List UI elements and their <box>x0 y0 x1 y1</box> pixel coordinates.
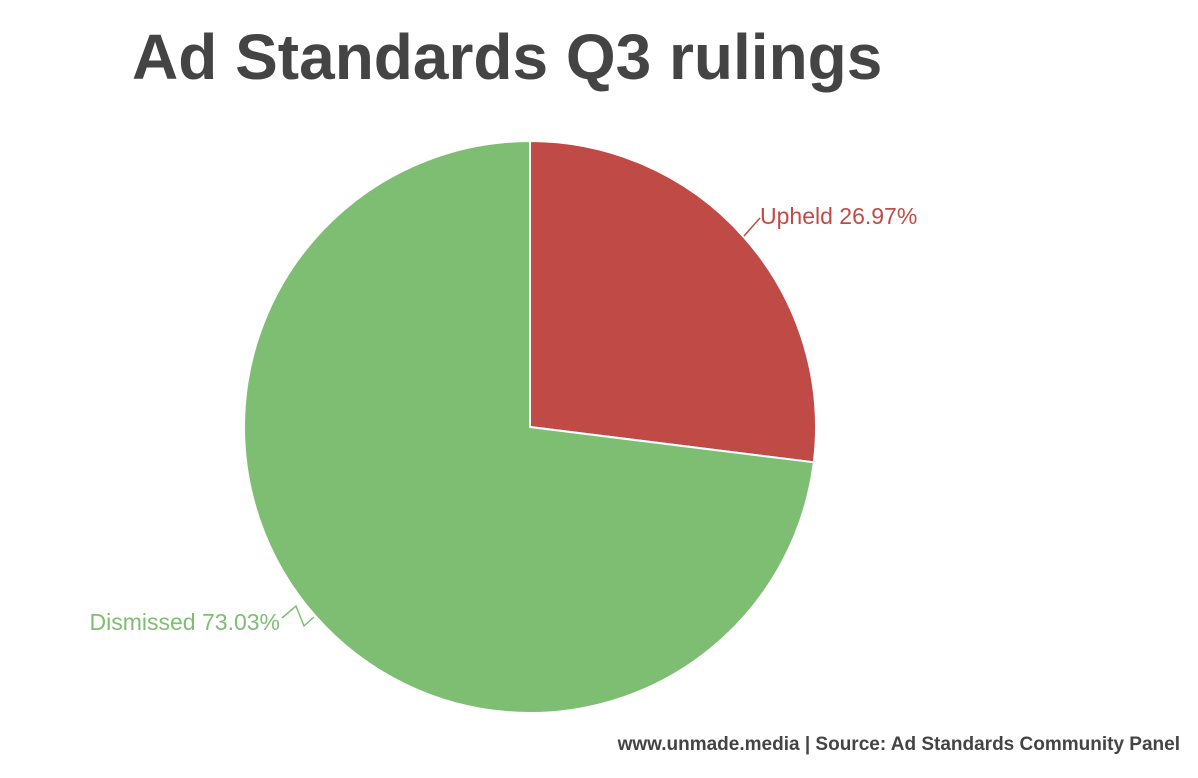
pie-labels: Upheld 26.97% Dismissed 73.03% <box>90 203 918 635</box>
leader-line-upheld <box>743 217 761 237</box>
source-credit: www.unmade.media | Source: Ad Standards … <box>617 734 1180 755</box>
slice-label-upheld: Upheld 26.97% <box>760 203 917 229</box>
pie-slice-upheld <box>529 140 817 464</box>
slice-label-dismissed: Dismissed 73.03% <box>90 609 280 635</box>
leader-line-dismissed <box>281 604 315 628</box>
chart-title: Ad Standards Q3 rulings <box>132 21 883 93</box>
pie-slice-dismissed <box>243 140 815 714</box>
pie-slices <box>243 140 817 714</box>
